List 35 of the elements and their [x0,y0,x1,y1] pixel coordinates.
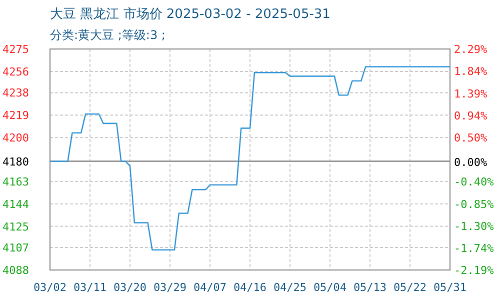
x-tick-label: 05/13 [353,281,387,294]
y-tick-label: 4088 [2,264,29,277]
y2-tick-label: -1.74% [454,242,494,255]
y2-tick-label: 0.94% [454,110,488,123]
y-tick-label: 4275 [2,43,29,56]
y-tick-label: 4125 [2,220,29,234]
x-tick-label: 05/31 [433,281,467,294]
y-tick-label: 4144 [2,198,30,211]
y2-tick-label: -0.85% [454,198,494,211]
y-tick-label: 4180 [2,155,29,168]
y2-tick-label: 1.39% [454,87,488,100]
y-tick-label: 4219 [2,109,29,122]
chart-title: 大豆 黑龙江 市场价 2025-03-02 - 2025-05-31 [50,7,330,22]
y-tick-label: 4238 [2,86,29,100]
x-tick-label: 03/11 [73,281,107,294]
y-tick-label: 4163 [2,175,29,188]
y2-tick-label: -2.19% [454,264,494,277]
x-tick-label: 03/02 [33,281,67,294]
x-tick-label: 04/16 [233,281,267,294]
y2-tick-label: -0.40% [454,176,494,189]
x-tick-label: 05/04 [313,281,347,294]
x-tick-label: 03/20 [113,281,147,294]
y2-tick-label: 2.29% [454,43,488,56]
x-tick-label: 03/29 [153,281,187,294]
y-tick-label: 4256 [2,65,29,78]
y2-tick-label: 0.00% [454,156,488,169]
x-tick-label: 04/25 [273,281,307,294]
chart-subtitle: 分类:黄大豆 ;等级:3 ; [50,28,166,42]
y-tick-label: 4107 [2,242,29,255]
x-tick-label: 04/07 [193,281,227,294]
y2-tick-label: -1.30% [454,220,494,234]
y2-tick-label: 0.50% [454,131,488,144]
x-tick-label: 05/22 [393,281,427,294]
y-tick-label: 4200 [2,132,29,145]
y2-tick-label: 1.84% [454,65,488,78]
